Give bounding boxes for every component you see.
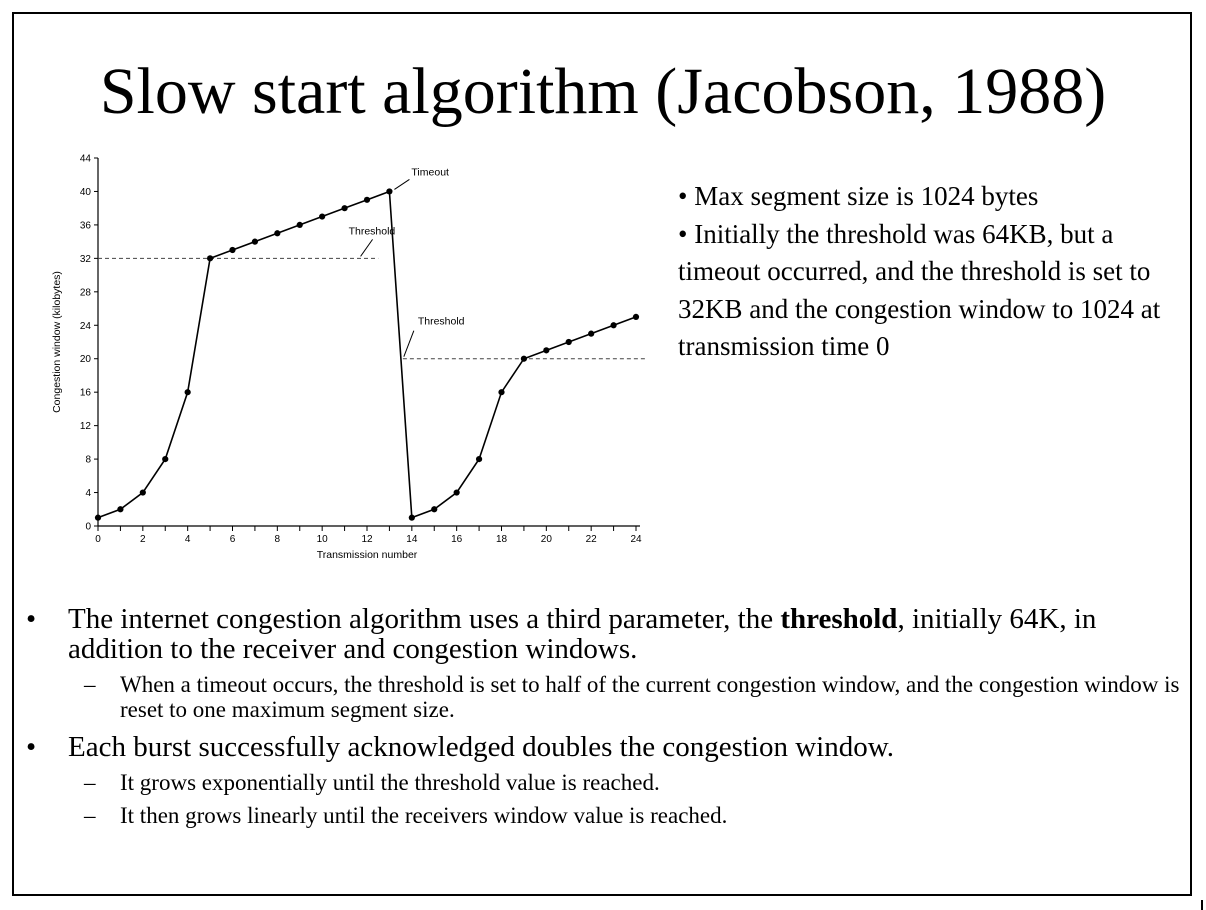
data-point [453,489,460,496]
data-point [543,347,550,354]
data-point [274,230,281,237]
bullet-marker: • [26,603,37,635]
data-point [363,196,371,203]
data-point [206,255,214,262]
annotation-pointer [360,239,373,257]
sub-bullet-marker: – [84,770,96,795]
y-tick-label: 16 [80,388,92,399]
y-tick-label: 8 [85,455,91,466]
y-tick-label: 24 [80,321,92,332]
x-tick-label: 4 [185,534,191,545]
side-notes: • Max segment size is 1024 bytes • Initi… [678,178,1168,366]
y-tick-label: 0 [85,522,91,533]
y-tick-label: 20 [80,354,92,365]
sub-bullet-text: It grows exponentially until the thresho… [120,770,660,795]
data-point [610,322,617,329]
x-tick-label: 6 [230,534,236,545]
data-point [251,238,259,245]
y-axis-label: Congestion window (kilobytes) [51,271,63,413]
data-point [162,455,169,463]
data-point [117,506,124,513]
data-point [588,330,595,337]
sub-bullet-linear: – It then grows linearly until the recei… [26,803,1186,828]
x-tick-label: 2 [140,534,146,545]
x-tick-label: 20 [541,534,553,545]
bullet-text: Each burst successfully acknowledged dou… [68,731,895,763]
x-tick-label: 16 [451,534,463,545]
sub-bullet-marker: – [84,672,96,697]
annotation-timeout: Timeout [411,166,449,178]
sub-bullet-marker: – [84,803,96,828]
annotation-pointer [394,179,410,190]
x-tick-label: 0 [95,534,101,545]
y-tick-label: 28 [80,287,92,298]
y-tick-label: 32 [80,254,92,265]
y-tick-label: 4 [85,488,91,499]
bullet-text-post: , initially 64K, in addition to the rece… [68,603,1097,665]
bullet-text-bold: threshold [780,603,898,635]
bullet-text-pre: The internet congestion algorithm uses a… [68,603,781,635]
slide-title: Slow start algorithm (Jacobson, 1988) [99,55,1107,128]
data-point [386,188,393,195]
side-point-max-segment: • Max segment size is 1024 bytes [678,181,1039,211]
data-point [431,506,438,513]
bullet-burst: • Each burst successfully acknowledged d… [26,732,1186,762]
y-tick-label: 44 [80,154,92,165]
sub-bullet-exponential: – It grows exponentially until the thres… [26,770,1186,795]
annotation-pointer [403,330,415,357]
x-tick-label: 8 [275,534,281,545]
data-point [475,455,483,463]
data-point [565,338,572,346]
y-tick-label: 40 [80,187,92,198]
x-tick-label: 10 [317,534,329,545]
data-point [632,313,640,321]
bullet-list: • The internet congestion algorithm uses… [26,604,1186,828]
data-point [296,221,303,229]
sub-bullet-timeout: – When a timeout occurs, the threshold i… [26,672,1186,722]
sub-bullet-text: When a timeout occurs, the threshold is … [120,672,1180,722]
data-point [94,514,102,521]
side-point-threshold: • Initially the threshold was 64KB, but … [678,218,1161,362]
annotation-threshold: Threshold [349,225,396,237]
annotation-threshold: Threshold [418,316,465,328]
slide-frame [12,12,1192,896]
sub-bullet-text: It then grows linearly until the receive… [120,803,728,828]
data-point [229,246,236,254]
x-axis-label: Transmission number [317,549,418,561]
data-point [520,355,528,362]
x-tick-label: 12 [361,534,373,545]
x-tick-label: 24 [630,534,642,545]
y-tick-label: 12 [80,421,92,432]
data-point [184,389,191,396]
congestion-window-line [97,190,637,519]
data-point [341,205,348,212]
corner-mark [1201,900,1206,910]
data-point [498,389,505,396]
x-tick-label: 18 [496,534,508,545]
y-tick-label: 36 [80,220,92,231]
bullet-marker: • [26,731,37,763]
x-tick-label: 14 [406,534,418,545]
bullet-threshold: • The internet congestion algorithm uses… [26,604,1186,664]
data-point [319,213,326,220]
data-point [408,514,415,521]
data-point [139,489,146,496]
x-tick-label: 22 [586,534,598,545]
